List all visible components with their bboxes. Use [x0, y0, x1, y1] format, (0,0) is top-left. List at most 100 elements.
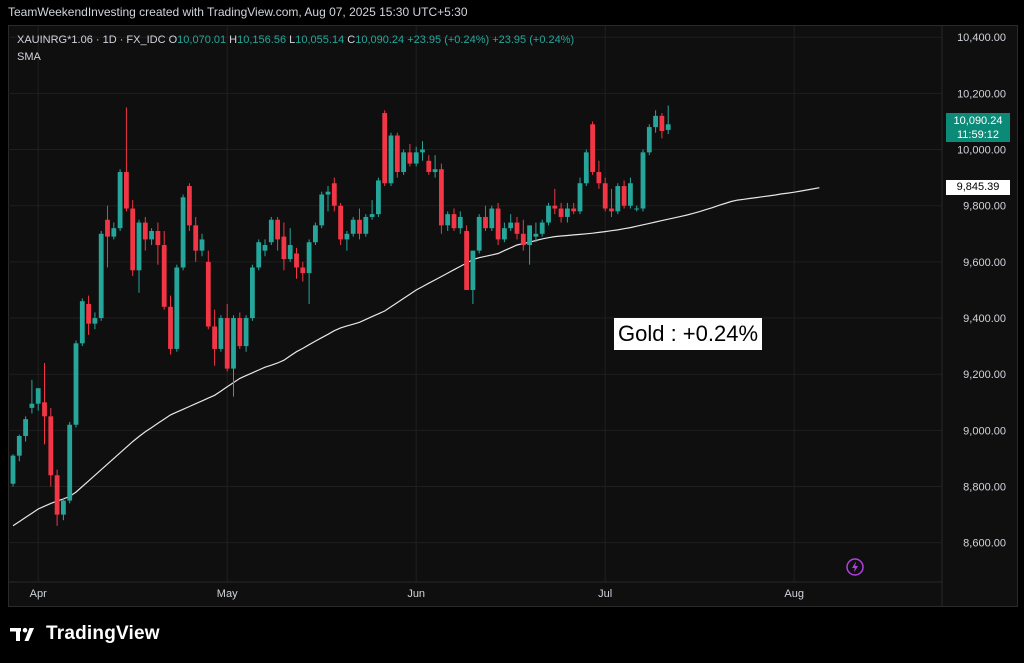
candle [224, 304, 230, 372]
candle-body [193, 225, 199, 251]
candle [615, 183, 621, 215]
candle-body [420, 149, 425, 153]
candle [174, 264, 180, 352]
candle-body [457, 216, 463, 229]
candle-body [621, 186, 627, 206]
candle-body [256, 242, 262, 268]
candle-body [224, 318, 230, 369]
candle [67, 421, 73, 504]
candle-body [615, 186, 621, 212]
candle [287, 228, 293, 262]
candle-body [577, 183, 583, 212]
candle [432, 155, 438, 178]
candle [394, 132, 400, 178]
candle [130, 200, 136, 276]
x-tick-label: Jun [407, 588, 425, 600]
candle-body [149, 230, 154, 240]
candle-body [401, 152, 406, 173]
candle-body [117, 172, 123, 229]
candle-body [98, 233, 104, 319]
sma-value-tag: 9,845.39 [946, 180, 1010, 195]
candle [187, 183, 192, 231]
candle-body [439, 169, 444, 226]
candle [54, 469, 60, 526]
candle [659, 113, 665, 139]
tradingview-logo[interactable]: TradingView [10, 623, 160, 645]
candle [376, 177, 381, 217]
candle-body [602, 183, 608, 209]
candle [382, 110, 388, 187]
candle-body [168, 306, 173, 349]
candle-body [426, 160, 432, 173]
candle-body [338, 205, 343, 240]
price-chart[interactable]: 8,600.00 8,800.00 9,000.00 9,200.00 9,400.00… [8, 25, 1018, 607]
candle-body [344, 233, 350, 240]
y-tick-label: 8,600.00 [963, 538, 1006, 550]
candle [470, 250, 476, 304]
candle [142, 216, 148, 251]
candle-body [558, 208, 564, 217]
candle [445, 211, 451, 231]
legend-indicator-sma[interactable]: SMA [17, 51, 41, 63]
candle-body [628, 183, 633, 206]
candle-body [79, 301, 85, 344]
legend-open-value: 10,070.01 [177, 34, 227, 46]
candle [451, 208, 457, 231]
candle-body [111, 228, 117, 237]
candle [268, 216, 274, 246]
candle-body [142, 222, 148, 240]
candle [86, 295, 91, 335]
candle [193, 216, 199, 262]
candle-body [243, 318, 249, 347]
candle-body [10, 455, 16, 484]
candle [640, 149, 646, 212]
candle [502, 222, 507, 243]
candle-body [35, 388, 41, 404]
candle [73, 340, 79, 428]
candle-body [287, 245, 293, 260]
legend-low-value: 10,055.14 [295, 34, 345, 46]
candle [136, 219, 142, 293]
candle [527, 225, 532, 265]
candle [653, 110, 658, 133]
candle [583, 149, 589, 187]
candle [212, 309, 217, 366]
candle [495, 202, 501, 246]
candle-body [388, 135, 394, 184]
candle [180, 194, 186, 271]
candle [596, 160, 602, 189]
candle-body [533, 233, 539, 237]
candle [426, 155, 432, 175]
sma-line [12, 187, 820, 527]
candle-body [54, 475, 60, 515]
candle [539, 219, 545, 237]
candle-body [464, 230, 469, 290]
candle [306, 239, 312, 304]
candle-body [16, 435, 22, 456]
candle [514, 216, 520, 240]
candle [231, 315, 236, 397]
candle [313, 222, 318, 246]
candle-body [136, 222, 142, 271]
candle-body [659, 115, 665, 132]
candle [155, 222, 161, 265]
candle [388, 132, 394, 187]
candle [111, 222, 117, 240]
candle-body [268, 219, 274, 243]
candle [199, 233, 205, 257]
candle [61, 497, 66, 521]
candle [634, 205, 640, 212]
legend-close-label: C [347, 34, 356, 46]
legend-change-secondary: +23.95 (+0.24%) [492, 34, 575, 46]
candle-body [646, 127, 652, 153]
candle [319, 191, 325, 229]
candle-body [665, 124, 671, 130]
candle-body [331, 183, 337, 206]
candle-body [357, 219, 362, 234]
legend-close-value: 10,090.24 [355, 34, 405, 46]
legend-ohlc[interactable]: XAUINRG*1.06 · 1D · FX_IDC O10,070.01 H1… [17, 34, 574, 46]
candle [338, 202, 343, 246]
candle [565, 202, 570, 223]
legend-open-label: O [168, 34, 178, 46]
lightning-bolt-icon[interactable] [846, 558, 864, 576]
